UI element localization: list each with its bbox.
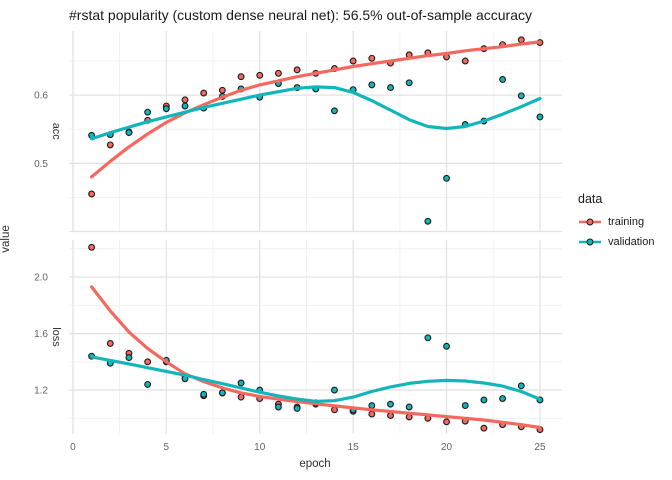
legend-label-training: training: [608, 216, 645, 228]
x-tick-label: 5: [164, 442, 170, 453]
legend-label-validation: validation: [608, 236, 655, 248]
training-point: [461, 57, 469, 65]
y-tick-label: 2.0: [34, 273, 48, 284]
training-point: [88, 190, 96, 198]
y-tick-label: 1.2: [34, 386, 48, 397]
validation-point: [125, 129, 133, 137]
validation-point: [480, 396, 488, 404]
validation-point: [293, 404, 301, 412]
validation-point: [443, 174, 450, 182]
validation-smooth-line: [90, 85, 542, 141]
validation-point: [237, 379, 245, 387]
y-tick-label: 0.6: [34, 91, 48, 102]
validation-point: [387, 84, 394, 92]
validation-point: [368, 81, 376, 89]
validation-point: [162, 105, 170, 113]
validation-point: [144, 108, 152, 116]
validation-point: [405, 403, 413, 411]
legend-title: data: [578, 192, 603, 206]
x-tick-label: 0: [70, 442, 76, 453]
validation-point: [517, 92, 525, 100]
validation-point: [144, 380, 152, 388]
validation-point: [499, 395, 507, 402]
validation-key-icon: [579, 238, 601, 246]
training-smooth-line: [90, 40, 542, 179]
validation-point: [443, 342, 450, 350]
training-point: [368, 54, 376, 62]
validation-point: [274, 403, 282, 411]
training-point: [480, 424, 488, 432]
x-tick-label: 20: [441, 442, 453, 453]
y-axis-title: value: [0, 225, 12, 253]
x-tick-label: 25: [534, 442, 546, 453]
validation-point: [200, 390, 208, 398]
training-point: [274, 69, 282, 77]
y-tick-label: 1.6: [34, 329, 48, 340]
chart-title: #rstat popularity (custom dense neural n…: [69, 7, 533, 23]
training-point: [106, 339, 114, 347]
facet-strip-label: acc: [50, 123, 62, 141]
validation-point: [181, 102, 189, 110]
validation-point: [405, 79, 413, 87]
training-point: [517, 36, 525, 44]
validation-point: [125, 354, 133, 362]
validation-point: [424, 217, 432, 225]
legend-item-validation: validation: [578, 236, 654, 248]
training-point: [443, 418, 450, 426]
training-point: [144, 358, 152, 366]
training-key-icon: [579, 218, 601, 226]
validation-point: [536, 113, 544, 121]
training-point: [349, 57, 357, 65]
training-point: [88, 243, 96, 251]
training-point: [256, 71, 264, 79]
validation-point: [424, 334, 432, 342]
validation-smooth-line: [90, 355, 542, 403]
training-point: [218, 86, 226, 94]
training-point: [368, 410, 376, 418]
training-point: [106, 141, 114, 149]
validation-point: [331, 107, 338, 115]
training-point: [237, 73, 245, 81]
training-point: [387, 412, 394, 419]
facet-strip-label: loss: [50, 327, 62, 347]
validation-point: [517, 382, 525, 390]
validation-point: [331, 386, 338, 394]
training-smooth-line: [90, 285, 542, 430]
legend: data training validation: [578, 192, 654, 256]
training-point: [237, 393, 245, 401]
validation-point: [387, 400, 394, 408]
training-point: [200, 89, 208, 97]
validation-point: [218, 389, 226, 397]
y-tick-label: 0.5: [34, 159, 48, 170]
training-point: [181, 96, 189, 104]
training-point: [331, 406, 338, 414]
validation-point: [461, 402, 469, 410]
x-tick-label: 15: [348, 442, 360, 453]
training-point: [293, 66, 301, 74]
legend-item-training: training: [578, 216, 654, 228]
x-axis-title: epoch: [299, 458, 331, 470]
validation-point: [368, 402, 376, 410]
x-tick-label: 10: [254, 442, 266, 453]
validation-point: [499, 75, 507, 83]
